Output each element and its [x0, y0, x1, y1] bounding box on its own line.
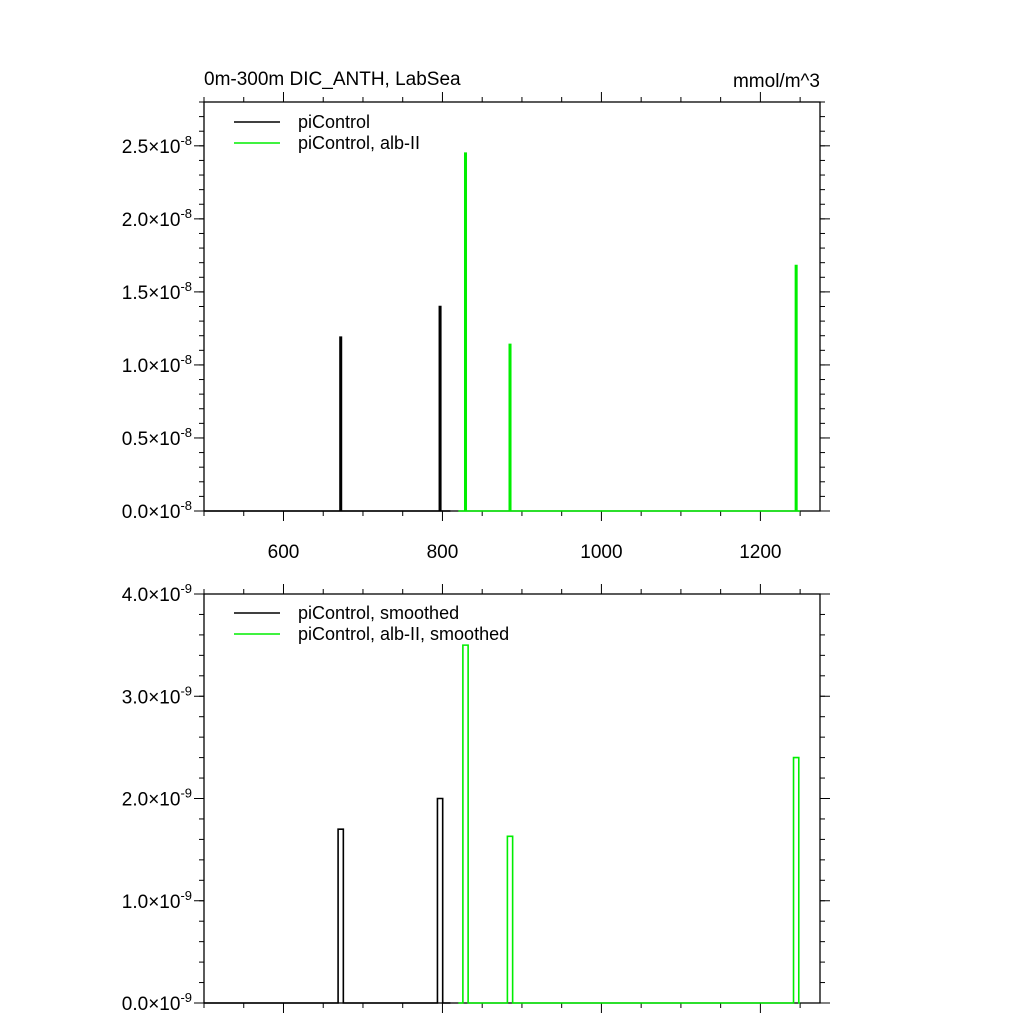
top-panel-title: 0m-300m DIC_ANTH, LabSea [204, 69, 461, 90]
bottom-y-tick-label: 3.0×10-9 [122, 683, 192, 708]
top-x-tick-label: 1000 [580, 542, 622, 563]
top-x-tick-label: 800 [427, 542, 459, 563]
bottom-panel-plot-area: 0.0×10-9 1.0×10-9 2.0×10-9 3.0×10-9 4.0×10-9… [122, 581, 830, 1015]
top-plot-frame [203, 101, 821, 512]
top-y-tick-label: 2.5×10-8 [122, 133, 192, 158]
bottom-series-picontrol [204, 797, 451, 1004]
top-panel: 0m-300m DIC_ANTH, LabSea mmol/m^3 600 800… [122, 69, 830, 563]
top-series-alb-ii [458, 152, 801, 512]
top-legend-label: piControl, alb-II [298, 133, 420, 153]
top-y-tick-label: 1.0×10-8 [122, 352, 192, 377]
top-legend-label: piControl [298, 112, 370, 132]
top-y-tick-label: 2.0×10-8 [122, 206, 192, 231]
bottom-panel: 0.0×10-9 1.0×10-9 2.0×10-9 3.0×10-9 4.0×10-9… [122, 581, 830, 1015]
bottom-y-tick-label: 1.0×10-9 [122, 888, 192, 913]
bottom-legend-label: piControl, smoothed [298, 603, 459, 623]
top-y-tick-label: 1.5×10-8 [122, 279, 192, 304]
bottom-legend-label: piControl, alb-II, smoothed [298, 624, 509, 644]
top-x-tick-label: 1200 [739, 542, 781, 563]
top-x-tick-label: 600 [268, 542, 300, 563]
top-series-picontrol [204, 305, 451, 512]
top-y-tick-label: 0.5×10-8 [122, 425, 192, 450]
top-panel-units: mmol/m^3 [733, 71, 820, 92]
bottom-series-alb-ii [458, 644, 801, 1004]
top-panel-plot-area: 600 800 1000 1200 0.0×10-8 0.5×10-8 1.0×10-8 1.… [122, 92, 830, 563]
bottom-y-tick-label: 4.0×10-9 [122, 581, 192, 606]
bottom-y-tick-label: 2.0×10-9 [122, 786, 192, 811]
top-y-tick-label: 0.0×10-8 [122, 498, 192, 523]
bottom-y-tick-label: 0.0×10-9 [122, 990, 192, 1015]
